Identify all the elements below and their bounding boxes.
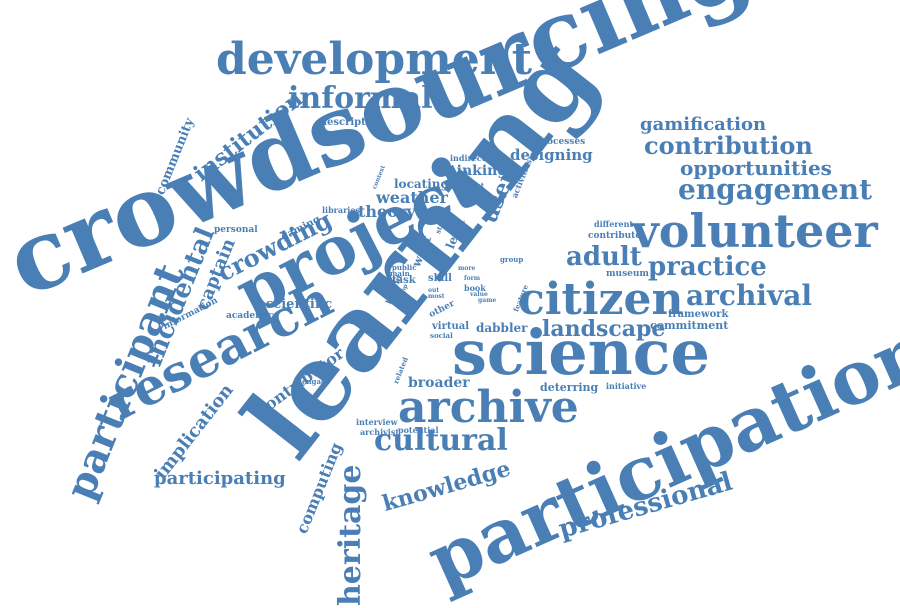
word-thinking: thinking (440, 163, 508, 179)
word-form: form (464, 275, 481, 282)
word-libraries: libraries (322, 205, 360, 215)
word-museum: museum (606, 269, 649, 279)
word-interview: interview (356, 417, 398, 427)
word-cultural: cultural (374, 423, 508, 458)
word-public: public (392, 263, 417, 272)
word-commitment: commitment (650, 319, 729, 332)
word-locating: locating (394, 177, 449, 191)
word-practice: practice (648, 252, 767, 282)
word-development: development (216, 34, 533, 85)
word-academic: academic (226, 311, 274, 321)
word-value: value (470, 291, 488, 298)
word-group: group (500, 255, 524, 264)
word-landscape: landscape (542, 316, 666, 342)
word-heritage: heritage (333, 464, 368, 606)
word-framework: framework (668, 309, 729, 320)
word-potential: potential (398, 425, 439, 435)
word-social: social (430, 331, 453, 340)
word-archive: archive (398, 382, 579, 433)
word-theory: theory (358, 202, 416, 221)
word-contribution: contribution (644, 131, 813, 160)
word-weather: weather (376, 188, 448, 207)
word-main: main (390, 269, 410, 278)
word-book: book (464, 283, 486, 293)
word-designing: designing (510, 146, 593, 164)
word-informal: informal (288, 81, 433, 116)
word-engage: engage (302, 377, 331, 386)
word-scientific: scientific (266, 297, 333, 312)
word-opportunities: opportunities (680, 156, 832, 180)
word-archival: archival (686, 279, 812, 312)
word-indirect: indirect (450, 153, 486, 163)
word-skill: skill (428, 273, 452, 284)
word-content: content (454, 181, 485, 190)
word-volunteer: volunteer (632, 204, 878, 258)
word-more: more (458, 265, 476, 272)
word-out: out (428, 287, 440, 294)
word-dabbler: dabbler (476, 321, 528, 335)
word-broader: broader (408, 375, 470, 391)
word-gamification: gamification (640, 114, 767, 135)
word-participating: participating (154, 468, 286, 489)
word-deterring: deterring (540, 381, 599, 394)
word-adult: adult (566, 242, 642, 272)
word-virtual: virtual (432, 321, 470, 332)
word-most: most (428, 293, 445, 300)
word-engagement: engagement (678, 173, 873, 206)
word-processes: processes (536, 137, 586, 147)
word-contribute: contribute (588, 231, 642, 241)
word-game: game (478, 297, 497, 304)
word-personal: personal (214, 225, 258, 235)
word-citizen: citizen (518, 274, 684, 325)
word-task: task (392, 275, 416, 286)
word-science: science (452, 316, 710, 389)
word-archivist: archivist (360, 427, 400, 437)
word-description: description (320, 117, 384, 128)
word-initiative: initiative (606, 381, 647, 391)
word-different: different (594, 219, 634, 229)
